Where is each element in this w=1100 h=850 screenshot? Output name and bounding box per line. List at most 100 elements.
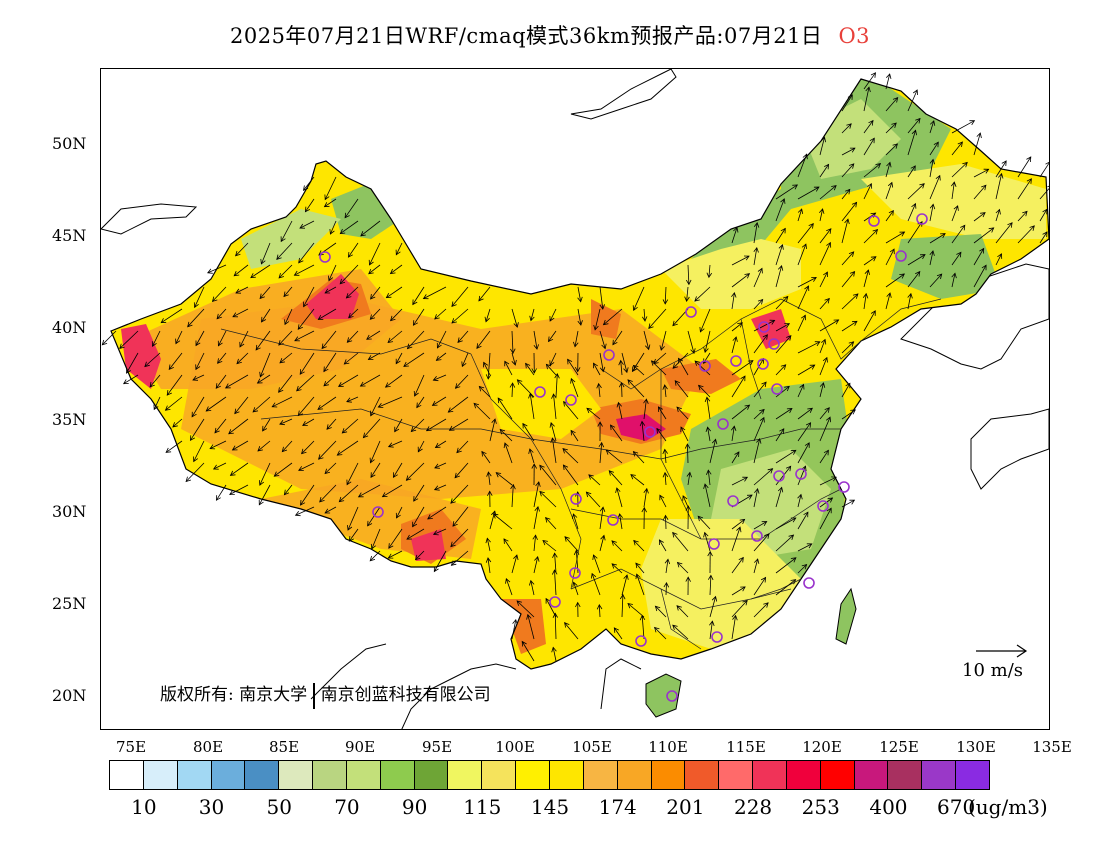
wind-arrow — [370, 396, 381, 416]
wind-arrow — [342, 418, 359, 434]
wind-arrow-head — [425, 426, 432, 432]
wind-arrow — [102, 330, 117, 346]
wind-arrow — [775, 517, 796, 530]
wind-arrow — [618, 402, 623, 420]
wind-arrow — [775, 579, 796, 596]
wind-arrow — [797, 564, 807, 574]
wind-arrow-head — [591, 572, 597, 579]
wind-arrow-head — [804, 285, 810, 292]
wind-arrow-head — [369, 457, 375, 464]
copyright-org2: 南京创蓝科技有限公司 — [320, 685, 491, 705]
wind-arrow — [633, 286, 645, 311]
wind-arrow-head — [434, 314, 440, 320]
wind-arrow — [187, 308, 205, 327]
wind-arrow — [753, 320, 775, 332]
wind-arrow — [209, 440, 227, 449]
wind-arrow-head — [487, 490, 493, 496]
site-marker — [803, 577, 815, 589]
wind-arrow — [324, 462, 337, 474]
wind-arrow — [274, 462, 293, 477]
lon-label-80e: 80E — [192, 738, 224, 756]
wind-arrow-head — [956, 251, 962, 258]
site-marker — [549, 596, 561, 608]
wind-arrow-head — [166, 390, 172, 396]
site-marker — [868, 215, 880, 227]
wind-arrow — [841, 251, 854, 266]
wind-arrow-head — [434, 463, 440, 469]
wind-arrow — [296, 374, 315, 392]
wind-arrow — [393, 462, 403, 478]
wind-arrow — [232, 440, 249, 451]
wind-arrow — [414, 374, 425, 397]
wind-arrow — [841, 219, 849, 244]
wind-arrow-head — [577, 320, 583, 326]
wind-arrow-head — [256, 378, 263, 384]
site-marker — [838, 481, 850, 493]
wind-arrow — [819, 476, 837, 486]
wind-arrow — [819, 185, 837, 200]
wind-arrow — [753, 438, 761, 464]
wind-arrow — [1039, 188, 1049, 200]
wind-arrow-head — [324, 194, 330, 201]
wind-arrow — [593, 554, 601, 574]
wind-arrow-head — [168, 364, 174, 371]
wind-arrow-head — [711, 438, 718, 445]
wind-arrow — [390, 264, 403, 274]
wind-arrow — [272, 396, 293, 408]
wind-arrow-head — [525, 362, 531, 369]
wind-arrow-head — [888, 210, 894, 216]
wind-arrow-head — [868, 119, 874, 126]
wind-arrow — [995, 160, 1007, 178]
wind-arrow-head — [552, 612, 559, 618]
wind-arrow — [323, 374, 337, 387]
wind-arrow-head — [228, 429, 234, 435]
wind-arrow — [819, 319, 839, 332]
wind-arrow-head — [577, 296, 583, 303]
wind-arrow — [452, 506, 469, 527]
wind-arrow-head — [733, 226, 739, 233]
wind-arrow-head — [387, 553, 394, 559]
wind-arrow-head — [763, 602, 769, 608]
wind-arrow — [295, 506, 315, 516]
site-marker — [768, 338, 780, 350]
wind-arrow-head — [416, 402, 422, 409]
wind-arrow-head — [510, 348, 516, 355]
wind-arrow — [611, 540, 623, 552]
wind-arrow — [504, 442, 513, 464]
wind-arrow — [573, 513, 579, 530]
wind-arrow — [775, 408, 793, 420]
wind-arrow — [797, 154, 808, 178]
wind-arrow — [360, 374, 381, 387]
wind-arrow-head — [672, 531, 678, 538]
lon-label-120e: 120E — [802, 738, 842, 756]
wind-arrow-head — [261, 316, 267, 323]
wind-arrow-head — [512, 618, 518, 625]
wind-arrow — [378, 396, 403, 408]
wind-arrow — [641, 615, 645, 640]
wind-arrow-head — [845, 188, 851, 195]
wind-arrow — [303, 176, 315, 191]
wind-arrow — [205, 396, 227, 412]
wind-arrow-head — [341, 428, 348, 434]
wind-arrow — [168, 352, 183, 370]
wind-arrow-head — [940, 233, 946, 239]
wind-arrow-head — [759, 416, 765, 423]
wind-arrow-head — [738, 556, 744, 563]
wind-arrow — [664, 472, 667, 486]
wind-arrow — [753, 409, 765, 420]
wind-arrow-head — [452, 521, 458, 527]
wind-arrow — [542, 540, 557, 552]
wind-arrow-head — [252, 407, 259, 413]
wind-arrow-head — [744, 404, 751, 410]
wind-arrow — [1017, 178, 1032, 200]
wind-arrow-head — [869, 137, 875, 144]
wind-arrow-head — [650, 360, 657, 366]
wind-arrow-head — [633, 539, 639, 546]
wind-arrow — [450, 528, 469, 547]
wind-arrow — [819, 357, 828, 376]
site-marker — [708, 538, 720, 550]
wind-arrow-head — [299, 223, 306, 229]
wind-arrow-head — [694, 296, 700, 302]
wind-arrow-head — [281, 446, 288, 453]
wind-arrow-head — [851, 320, 858, 326]
